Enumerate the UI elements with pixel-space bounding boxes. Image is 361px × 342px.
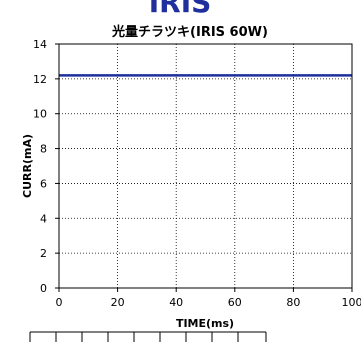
plot-area-frame <box>58 43 353 289</box>
grid <box>58 43 353 289</box>
x-tick-label: 60 <box>228 296 242 309</box>
y-axis-ticks: 0 2 4 6 8 10 12 14 <box>33 38 59 295</box>
y-tick-label: 14 <box>33 38 47 51</box>
chart-title: 光量チラツキ(IRIS 60W) <box>111 24 268 40</box>
y-tick-label: 2 <box>40 247 47 260</box>
x-axis-title: TIME(ms) <box>176 317 234 330</box>
brand-text: IRIS <box>149 0 212 19</box>
y-tick-label: 6 <box>40 177 47 190</box>
x-tick-label: 0 <box>56 296 63 309</box>
data-table-fragment <box>29 331 267 342</box>
y-axis-title: CURR(mA) <box>21 134 34 198</box>
x-axis-ticks: 0 20 40 60 80 100 <box>56 288 361 309</box>
y-tick-label: 0 <box>40 282 47 295</box>
x-tick-label: 40 <box>169 296 183 309</box>
y-tick-label: 12 <box>33 73 47 86</box>
y-tick-label: 10 <box>33 108 47 121</box>
x-tick-label: 80 <box>286 296 300 309</box>
y-tick-label: 4 <box>40 212 47 225</box>
y-tick-label: 8 <box>40 143 47 156</box>
x-tick-label: 100 <box>342 296 361 309</box>
x-tick-label: 20 <box>111 296 125 309</box>
